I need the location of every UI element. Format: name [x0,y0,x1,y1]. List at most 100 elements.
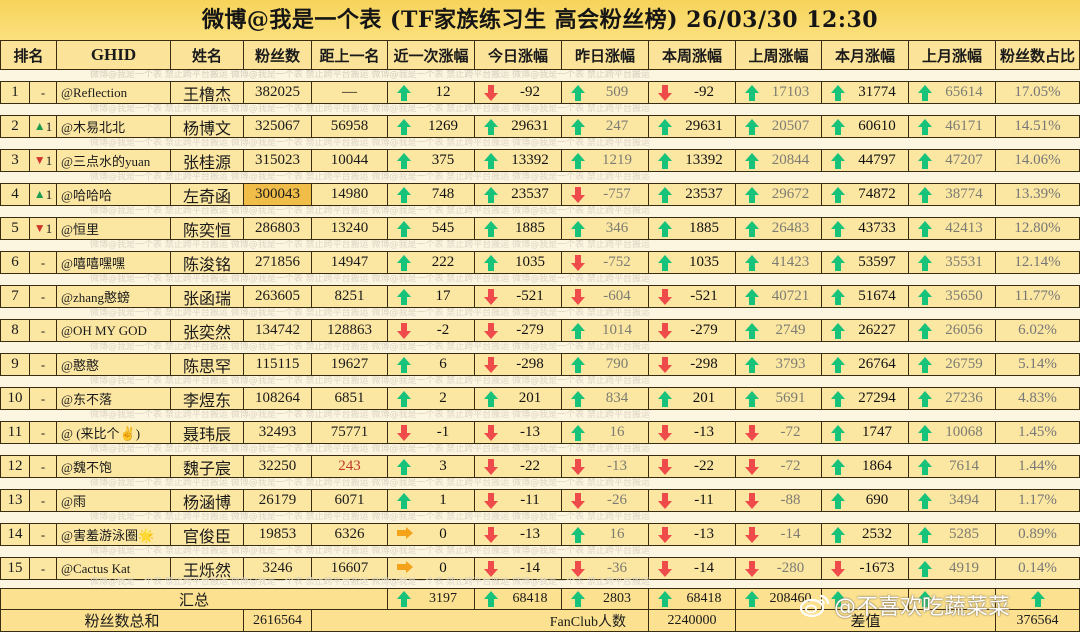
gap-to-previous: 75771 [312,422,388,443]
down-arrow-icon [396,322,412,340]
watermark-strip: 微博@我是一个表 禁止跨平台搬运 微博@我是一个表 禁止跨平台搬运 微博@我是一… [90,577,651,587]
right-arrow-icon [396,560,413,578]
down-arrow-icon [483,492,499,510]
up-arrow-icon [1030,590,1046,608]
table-row: 11- @ (来比个✌️) 聂玮辰 32493 75771 -1 -13 16 -13 -72 17… [0,421,1080,444]
watermark-strip: 微博@我是一个表 禁止跨平台搬运 微博@我是一个表 禁止跨平台搬运 微博@我是一… [90,478,651,488]
summary-latest: 3197 [388,589,475,609]
rank-change-value: - [40,84,46,100]
up-arrow-icon [396,356,412,374]
this-week-gain: 201 [649,388,736,409]
last-week-gain: 29672 [736,184,822,205]
latest-gain: 3 [388,456,475,477]
fan-count: 325067 [244,116,312,137]
up-arrow-icon [570,84,586,102]
up-arrow-icon [570,424,586,442]
rank-change: - [30,82,57,103]
fan-share: 1.45% [996,422,1080,443]
rank-change-value: 1 [45,186,53,202]
up-arrow-icon [744,186,760,204]
table-row: 1- @Reflection 王橹杰 382025—12 -92 509 -92 17103 3… [0,81,1080,104]
gap-to-previous: 6851 [312,388,388,409]
ghid: @OH MY GOD [57,320,171,341]
fan-count: 26179 [244,490,312,511]
rank-change-value: - [40,526,46,542]
down-arrow-icon [483,526,499,544]
today-gain: -11 [475,490,562,511]
table-row: 6- @嘻嘻嘿嘿 陈浚铭 271856 14947 222 1035 -752 1035 4142… [0,251,1080,274]
this-month-gain: 31774 [822,82,909,103]
last-week-gain: 3793 [736,354,822,375]
ghid: @恒里 [57,218,171,239]
down-arrow-icon [744,526,760,544]
last-week-gain: 41423 [736,252,822,273]
ghid: @木易北北 [57,116,171,137]
rank: 5 [0,218,30,239]
ghid: @憨憨 [57,354,171,375]
gap-to-previous: 128863 [312,320,388,341]
summary-label: 汇总 [0,589,388,609]
up-arrow-icon [744,254,760,272]
weibo-logo-icon [800,594,830,618]
down-arrow-icon [744,458,760,476]
yesterday-gain: 790 [562,354,649,375]
latest-gain: 545 [388,218,475,239]
member-name: 李煜东 [171,388,244,409]
member-name: 陈奕恒 [171,218,244,239]
rank-change: ▼ 1 [30,150,57,171]
rank: 8 [0,320,30,341]
rank: 11 [0,422,30,443]
down-arrow-icon [570,560,586,578]
fan-count: 19853 [244,524,312,545]
rank-change: - [30,286,57,307]
last-month-gain: 38774 [909,184,996,205]
summary-this-month [822,589,909,609]
up-arrow-icon [830,254,846,272]
rank-change-value: 1 [45,220,53,236]
rank-change: - [30,354,57,375]
this-month-gain: 26227 [822,320,909,341]
last-month-gain: 65614 [909,82,996,103]
table-row: 5 ▼ 1 @恒里 陈奕恒 286803 13240 545 1885 346 1885 26483 4… [0,217,1080,240]
down-arrow-icon [657,322,673,340]
down-arrow-icon [830,560,846,578]
last-month-gain: 3494 [909,490,996,511]
up-arrow-icon [483,118,499,136]
fan-count: 32493 [244,422,312,443]
down-arrow-icon [570,186,586,204]
this-month-gain: 44797 [822,150,909,171]
table-row: 14- @害羞游泳圈🌟 官俊臣 19853 6326 0 -13 16 -13 -14 2532 52… [0,523,1080,546]
yesterday-gain: 16 [562,524,649,545]
yesterday-gain: 1219 [562,150,649,171]
up-arrow-icon [830,84,846,102]
last-week-gain: -280 [736,558,822,579]
up-arrow-icon [570,590,586,608]
watermark-strip: 微博@我是一个表 禁止跨平台搬运 微博@我是一个表 禁止跨平台搬运 微博@我是一… [90,138,651,148]
last-week-gain: 20844 [736,150,822,171]
fan-share: 11.77% [996,286,1080,307]
last-week-gain: 20507 [736,116,822,137]
yesterday-gain: -26 [562,490,649,511]
gap-to-previous: 56958 [312,116,388,137]
fan-share: 0.14% [996,558,1080,579]
up-arrow-icon [744,288,760,306]
watermark-strip: 微博@我是一个表 禁止跨平台搬运 微博@我是一个表 禁止跨平台搬运 微博@我是一… [90,70,651,80]
rank: 13 [0,490,30,511]
up-arrow-icon [396,152,412,170]
yesterday-gain: -752 [562,252,649,273]
down-arrow-icon [744,492,760,510]
up-arrow-icon [570,152,586,170]
down-arrow-icon [483,84,499,102]
fan-count: 3246 [244,558,312,579]
fan-share: 17.05% [996,82,1080,103]
up-arrow-icon [917,186,933,204]
watermark-strip: 微博@我是一个表 禁止跨平台搬运 微博@我是一个表 禁止跨平台搬运 微博@我是一… [90,546,651,556]
today-gain: -279 [475,320,562,341]
up-arrow-icon [830,526,846,544]
header-gap: 距上一名 [312,41,388,69]
up-arrow-icon [917,458,933,476]
watermark-strip: 微博@我是一个表 禁止跨平台搬运 微博@我是一个表 禁止跨平台搬运 微博@我是一… [90,104,651,114]
today-gain: 23537 [475,184,562,205]
fan-share: 1.17% [996,490,1080,511]
this-month-gain: 74872 [822,184,909,205]
